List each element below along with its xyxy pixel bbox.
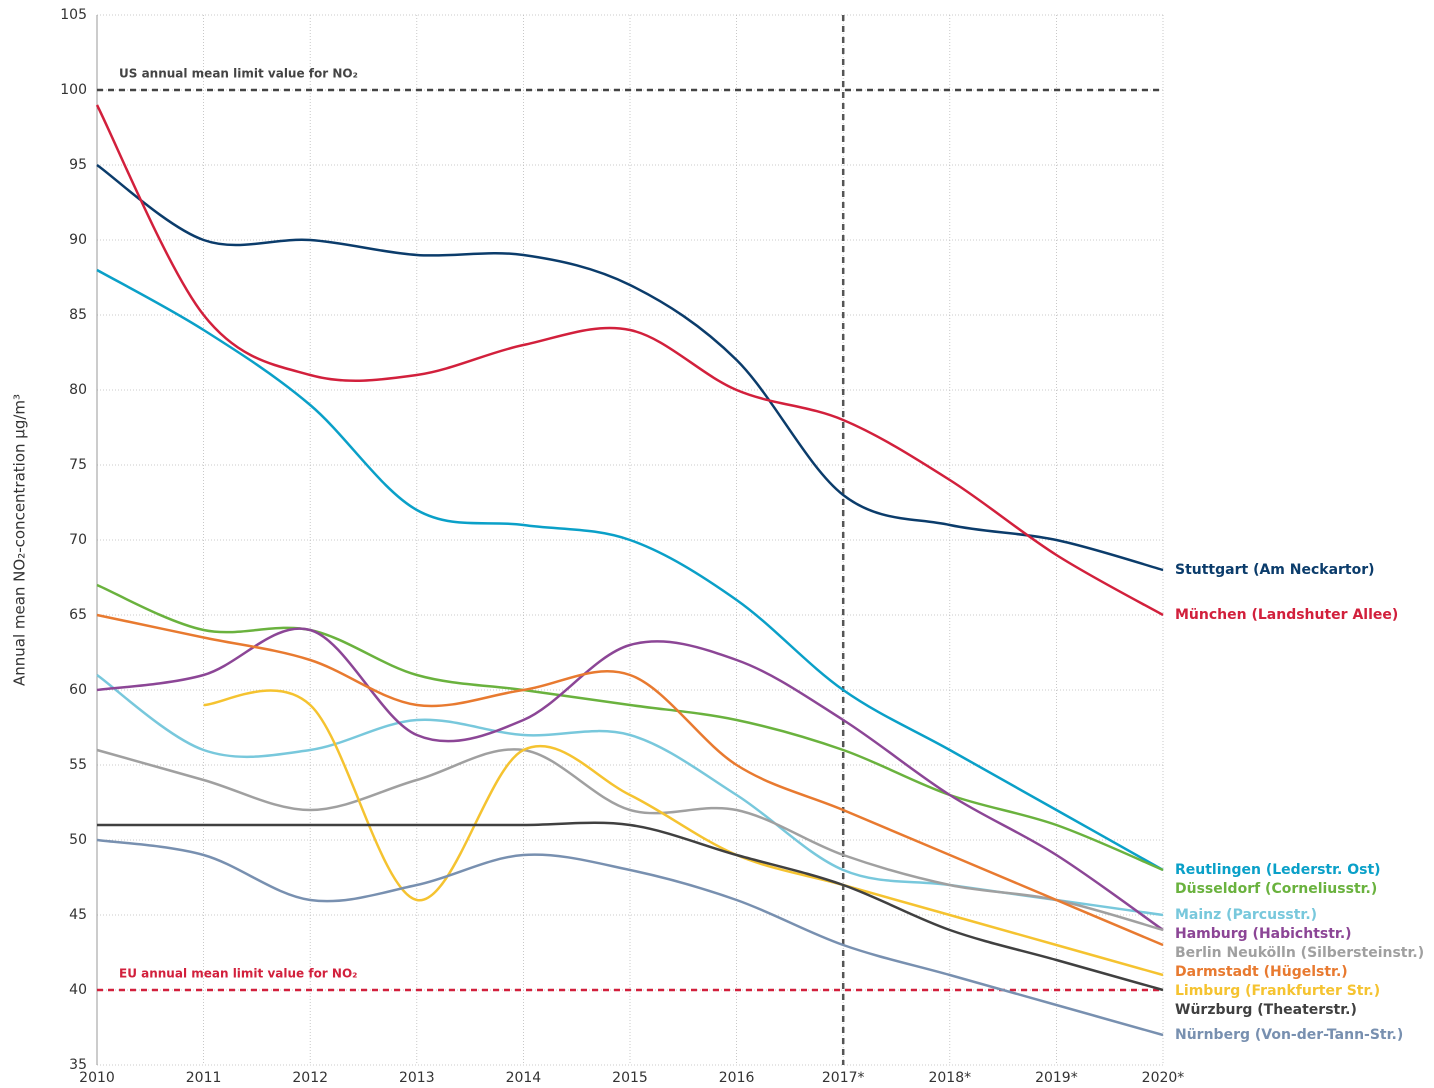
series-label: Limburg (Frankfurter Str.) <box>1175 983 1380 999</box>
series-line <box>96 627 1164 932</box>
y-tick-label: 35 <box>69 1057 87 1073</box>
x-tick-label: 2019* <box>1035 1070 1078 1086</box>
series-line <box>203 689 1164 977</box>
x-tick-label: 2014 <box>506 1070 542 1086</box>
y-tick-label: 85 <box>69 307 87 323</box>
series-line <box>96 268 1164 872</box>
x-tick-label: 2017* <box>822 1070 865 1086</box>
series-label: München (Landshuter Allee) <box>1175 607 1398 623</box>
series-line <box>96 613 1164 947</box>
series-label: Berlin Neukölln (Silbersteinstr.) <box>1175 945 1424 961</box>
x-tick-label: 2020* <box>1142 1070 1185 1086</box>
reference-label: EU annual mean limit value for NO₂ <box>119 967 357 981</box>
series-line <box>95 104 1164 617</box>
series-label: Würzburg (Theaterstr.) <box>1175 1002 1357 1018</box>
series-line <box>96 163 1164 572</box>
x-tick-label: 2010 <box>79 1070 115 1086</box>
y-tick-label: 95 <box>69 157 87 173</box>
y-tick-label: 80 <box>69 382 87 398</box>
series-line <box>97 821 1164 992</box>
series-label: Hamburg (Habichtstr.) <box>1175 926 1352 942</box>
series-label: Mainz (Parcusstr.) <box>1175 907 1317 923</box>
series-label: Reutlingen (Lederstr. Ost) <box>1175 862 1381 878</box>
y-tick-label: 40 <box>69 982 87 998</box>
x-tick-label: 2013 <box>399 1070 435 1086</box>
y-tick-label: 90 <box>69 232 87 248</box>
y-axis-label: Annual mean NO₂-concentration µg/m³ <box>11 394 29 686</box>
x-tick-label: 2018* <box>928 1070 971 1086</box>
series-label: Düsseldorf (Corneliusstr.) <box>1175 881 1377 897</box>
y-tick-label: 65 <box>69 607 87 623</box>
x-tick-label: 2016 <box>719 1070 755 1086</box>
x-tick-label: 2011 <box>186 1070 222 1086</box>
series-label: Stuttgart (Am Neckartor) <box>1175 562 1375 578</box>
y-tick-label: 55 <box>69 757 87 773</box>
x-tick-label: 2012 <box>292 1070 328 1086</box>
series-line <box>96 838 1164 1037</box>
y-tick-label: 105 <box>60 7 87 23</box>
y-tick-label: 50 <box>69 832 87 848</box>
y-tick-label: 70 <box>69 532 87 548</box>
series-line <box>96 583 1164 872</box>
y-tick-label: 100 <box>60 82 87 98</box>
y-tick-label: 45 <box>69 907 87 923</box>
reference-label: US annual mean limit value for NO₂ <box>119 67 358 81</box>
y-tick-label: 75 <box>69 457 87 473</box>
x-tick-label: 2015 <box>612 1070 648 1086</box>
y-tick-label: 60 <box>69 682 87 698</box>
series-label: Nürnberg (Von-der-Tann-Str.) <box>1175 1027 1403 1043</box>
series-label: Darmstadt (Hügelstr.) <box>1175 964 1348 980</box>
series-line <box>96 748 1164 932</box>
